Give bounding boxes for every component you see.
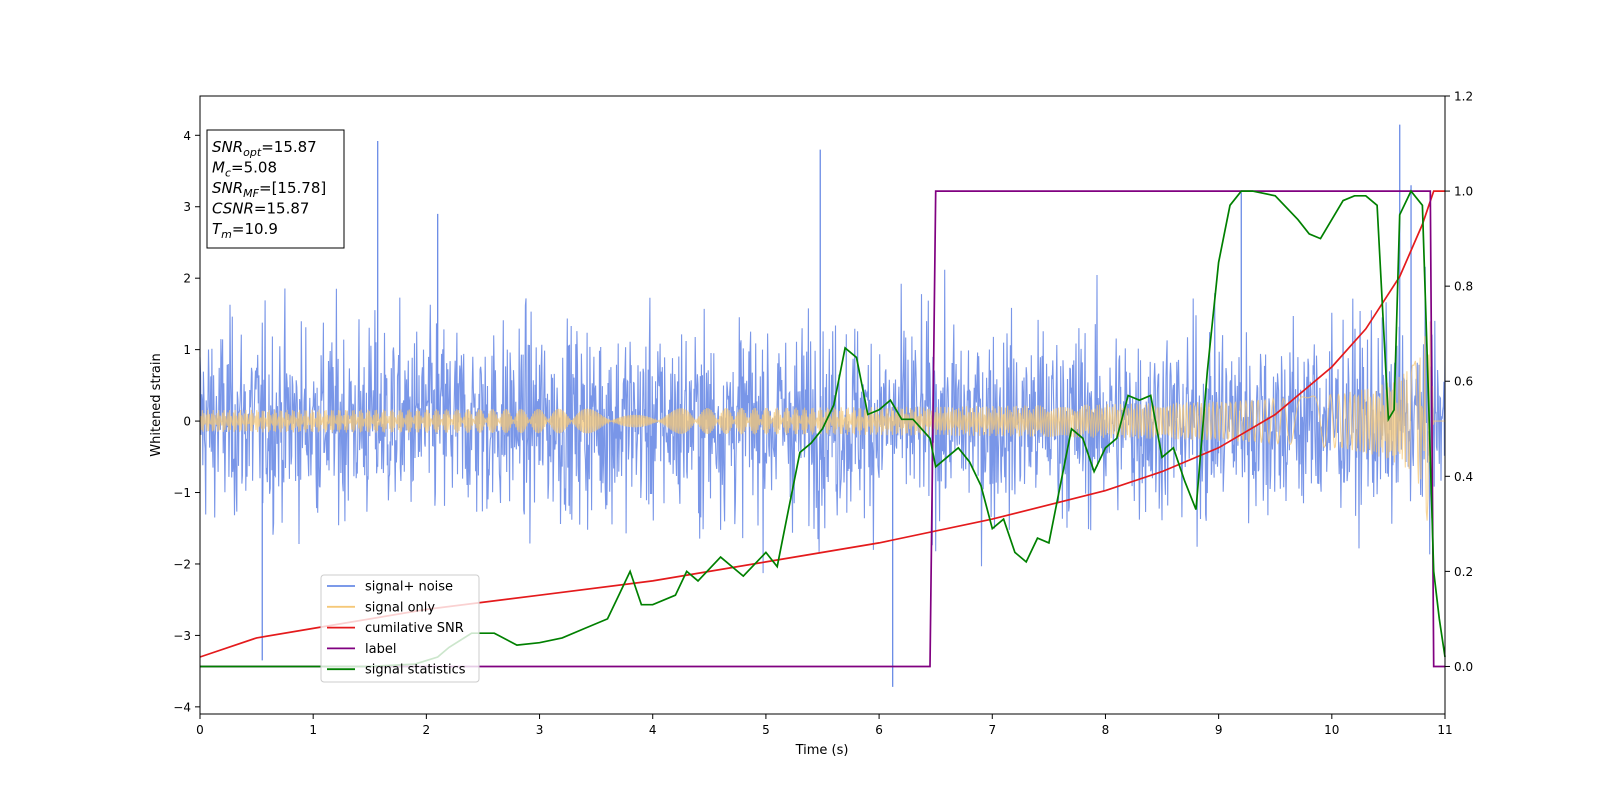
legend-frame [320,574,480,683]
info-box-line: SNRopt=15.87 [212,138,317,159]
label-series [200,190,1445,668]
x-tick-label: 5 [762,723,770,737]
x-axis: 0 1 2 3 4 5 6 7 8 9 10 11 [196,714,1453,737]
y-tick-label: −3 [173,629,191,643]
signal-noise-series [199,124,1446,687]
label-line [200,190,1445,668]
x-tick-label: 6 [875,723,883,737]
y-tick-label: −2 [173,557,191,571]
info-box-line: Mc=5.08 [212,159,277,180]
info-box-line: SNRMF=[15.78] [212,179,326,200]
legend-label: signal only [365,600,435,615]
info-box: SNRopt=15.87Mc=5.08SNRMF=[15.78]CSNR=15.… [206,129,345,249]
y-tick-label: 4 [183,129,191,143]
y-tick-label: −4 [173,700,191,714]
x-axis-label: Time (s) [795,743,849,758]
signal-noise-line [199,266,1446,574]
x-tick-label: 2 [423,723,431,737]
plot-frame [199,95,1446,715]
right-y-tick-label: 0.2 [1454,565,1473,579]
y-tick-label: −1 [173,486,191,500]
legend-label: label [365,642,396,657]
y-tick-label: 0 [183,415,191,429]
legend-label: cumilative SNR [365,621,464,636]
signal-statistics-line [200,189,1446,668]
right-y-tick-label: 0.6 [1454,375,1473,389]
legend-label: signal+ noise [365,580,453,595]
info-box-line: CSNR=15.87 [212,200,309,218]
y-axis-right: 0.0 0.2 0.4 0.6 0.8 1.0 1.2 [1445,90,1473,674]
legend-label: signal statistics [365,663,466,678]
legend: signal+ noise signal only cumilative SNR la… [320,574,480,683]
right-y-tick-label: 0.8 [1454,280,1473,294]
right-y-tick-label: 1.2 [1454,90,1473,104]
x-tick-label: 7 [988,723,996,737]
x-tick-label: 0 [196,723,204,737]
x-tick-label: 4 [649,723,657,737]
info-box-line: Tm=10.9 [212,220,278,241]
x-tick-label: 8 [1102,723,1110,737]
x-tick-label: 9 [1215,723,1223,737]
right-y-tick-label: 0.0 [1454,660,1473,674]
right-y-tick-label: 0.4 [1454,470,1473,484]
y-axis-label: Whitened strain [149,353,164,456]
y-axis-left: −4 −3 −2 −1 0 1 2 3 4 [173,129,200,714]
x-tick-label: 3 [536,723,544,737]
signal-statistics-series [200,189,1446,668]
x-tick-label: 10 [1324,723,1339,737]
y-tick-label: 1 [183,343,191,357]
x-tick-label: 1 [309,723,317,737]
right-y-tick-label: 1.0 [1454,185,1473,199]
y-tick-label: 2 [183,272,191,286]
y-tick-label: 3 [183,200,191,214]
info-box-frame [206,129,345,249]
x-tick-label: 11 [1437,723,1452,737]
